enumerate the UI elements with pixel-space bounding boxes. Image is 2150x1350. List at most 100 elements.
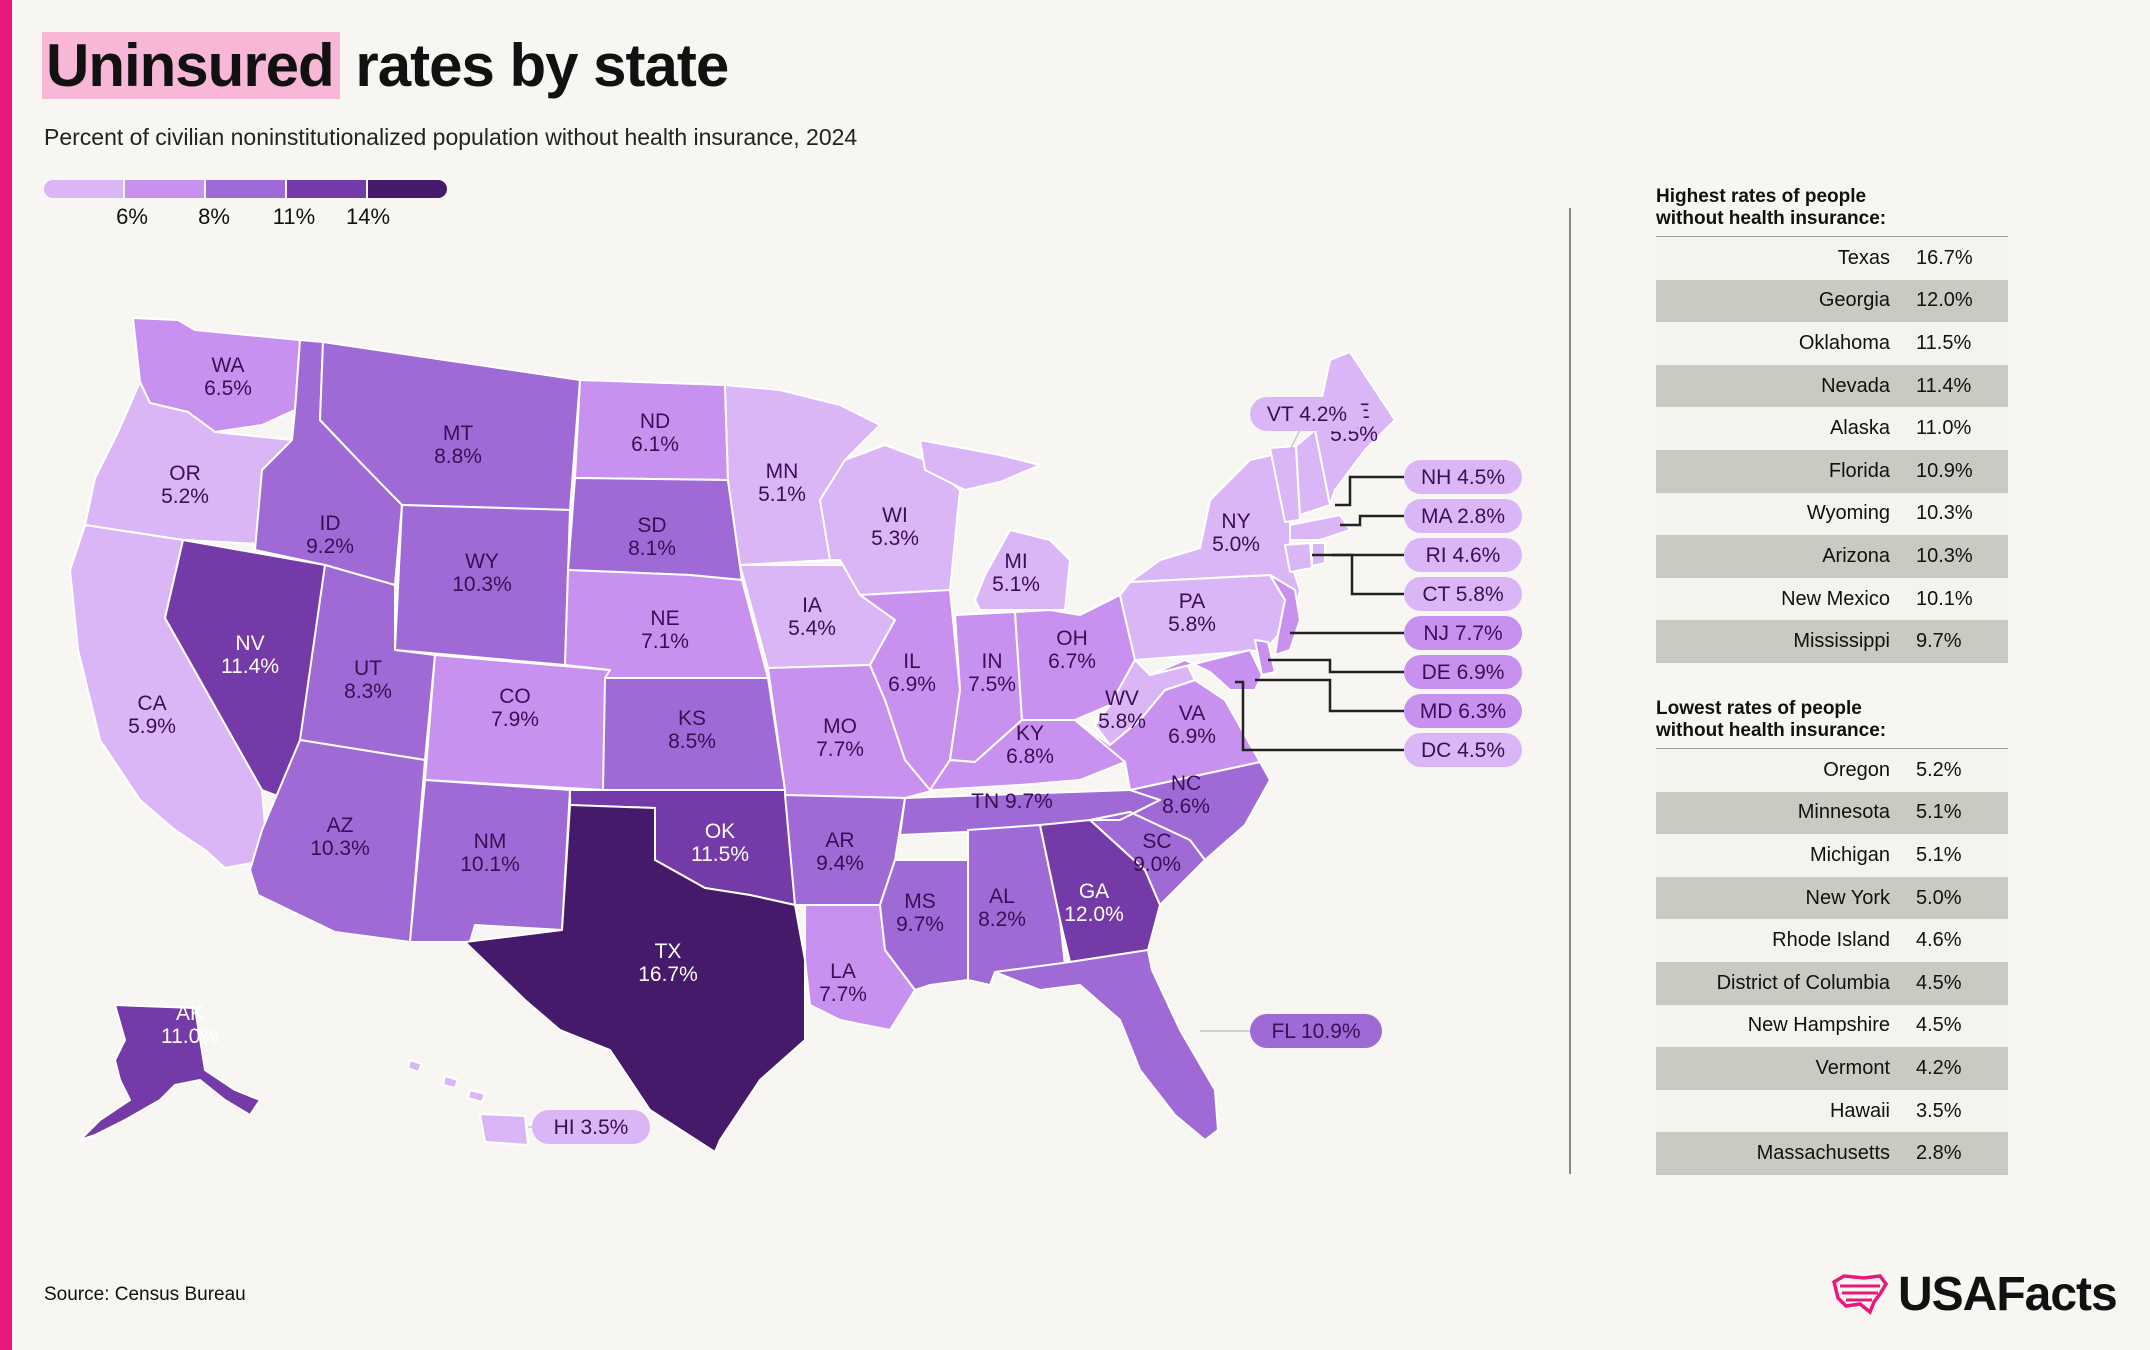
legend-tick: 6% xyxy=(116,204,148,229)
table-row: New Mexico 10.1% xyxy=(1656,577,2008,621)
legend-tick: 8% xyxy=(198,204,230,229)
state-value: 9.4% xyxy=(816,852,864,875)
table-row: Minnesota 5.1% xyxy=(1656,791,2008,835)
state-abbr: AK xyxy=(176,1002,204,1025)
row-rate-value: 5.2% xyxy=(1916,758,1962,781)
state-label-ms: MS 9.7% xyxy=(896,890,944,936)
state-shape-fl[interactable] xyxy=(994,949,1219,1141)
state-value: 16.7% xyxy=(638,963,698,986)
state-shape-nj[interactable] xyxy=(1269,574,1301,656)
legend-swatches xyxy=(44,180,447,198)
row-state-name: Arizona xyxy=(1822,544,1890,567)
accent-bar xyxy=(0,0,12,1350)
state-label-mn: MN 5.1% xyxy=(758,460,806,506)
lowest-table-title: Lowest rates of people without health in… xyxy=(1656,698,2008,749)
state-shape-tx[interactable] xyxy=(464,804,806,1153)
state-abbr: SD xyxy=(637,514,666,537)
state-abbr: WY xyxy=(465,550,499,573)
state-value: 5.4% xyxy=(788,617,836,640)
state-abbr: TX xyxy=(655,940,682,963)
table-row: Michigan 5.1% xyxy=(1656,834,2008,877)
state-callout-text: DE 6.9% xyxy=(1422,661,1505,684)
state-value: 7.7% xyxy=(819,983,867,1006)
state-abbr: AL xyxy=(989,885,1015,908)
state-label-ok: OK 11.5% xyxy=(691,820,749,866)
state-value: 6.7% xyxy=(1048,650,1096,673)
table-row: Arizona 10.3% xyxy=(1656,535,2008,578)
state-value: 7.1% xyxy=(641,630,689,653)
state-label-az: AZ 10.3% xyxy=(310,814,370,860)
state-value: 6.1% xyxy=(631,433,679,456)
state-callout-hi: HI 3.5% xyxy=(532,1110,650,1144)
state-shape-de[interactable] xyxy=(1254,639,1276,676)
table-row: Mississippi 9.7% xyxy=(1656,620,2008,663)
state-shape-vt[interactable] xyxy=(1269,445,1301,523)
state-value: 11.5% xyxy=(691,843,749,866)
state-abbr: ID xyxy=(320,512,341,535)
legend-swatch xyxy=(44,180,125,198)
state-shape-mi[interactable] xyxy=(919,439,1071,611)
table-row: Georgia 12.0% xyxy=(1656,279,2008,323)
state-label-ia: IA 5.4% xyxy=(788,594,836,640)
state-label-sc: SC 9.0% xyxy=(1133,830,1181,876)
highest-rates-table: Highest rates of people without health i… xyxy=(1656,186,2008,663)
state-shape-ct[interactable] xyxy=(1284,542,1313,573)
state-callout-dc: DC 4.5% xyxy=(1404,733,1522,767)
state-abbr: MO xyxy=(823,715,857,738)
state-shape-nh[interactable] xyxy=(1295,429,1331,516)
row-state-name: New Hampshire xyxy=(1747,1014,1890,1037)
state-label-or: OR 5.2% xyxy=(161,462,209,508)
legend-swatch xyxy=(125,180,206,198)
state-value: 11.0% xyxy=(161,1025,219,1048)
state-abbr: NY xyxy=(1221,510,1250,533)
table-title-line: without health insurance: xyxy=(1656,208,1887,229)
row-rate-value: 16.7% xyxy=(1916,246,1973,269)
leader-line-md xyxy=(1255,678,1404,713)
state-shape-nc[interactable] xyxy=(1089,761,1271,861)
title-highlight: Uninsured xyxy=(42,32,340,99)
state-value: 9.2% xyxy=(306,535,354,558)
state-callout-ri: RI 4.6% xyxy=(1404,538,1522,572)
state-shape-hi[interactable] xyxy=(407,1059,529,1146)
state-shape-il[interactable] xyxy=(859,589,961,791)
state-label-wy: WY 10.3% xyxy=(452,550,512,596)
state-value: 12.0% xyxy=(1064,903,1124,926)
row-rate-value: 10.1% xyxy=(1916,587,1973,610)
table-rows: Texas 16.7% Georgia 12.0% Oklahoma 11.5% Nevad… xyxy=(1656,237,2008,663)
lowest-rates-table: Lowest rates of people without health in… xyxy=(1656,698,2008,1175)
state-abbr: NM xyxy=(474,830,507,853)
row-state-name: Rhode Island xyxy=(1772,929,1890,952)
state-value: 10.1% xyxy=(460,853,520,876)
row-state-name: Florida xyxy=(1828,459,1890,482)
state-shape-wv[interactable] xyxy=(1094,659,1196,746)
state-callout-text: HI 3.5% xyxy=(554,1116,629,1139)
row-state-name: Alaska xyxy=(1829,417,1890,440)
legend-swatch xyxy=(368,180,447,198)
table-row: Massachusetts 2.8% xyxy=(1656,1132,2008,1175)
state-callout-text: VT 4.2% xyxy=(1267,403,1347,426)
row-state-name: Oklahoma xyxy=(1798,331,1890,354)
state-label-id: ID 9.2% xyxy=(306,512,354,558)
state-value: 8.3% xyxy=(344,680,392,703)
state-shape-ak[interactable] xyxy=(79,1004,261,1141)
divider xyxy=(1569,208,1571,1174)
row-rate-value: 4.2% xyxy=(1916,1056,1962,1079)
usafacts-logo[interactable]: USAFacts xyxy=(1830,1264,2118,1324)
state-label-ca: CA 5.9% xyxy=(128,692,176,738)
state-shape-az[interactable] xyxy=(249,739,426,943)
state-abbr: LA xyxy=(830,960,856,983)
row-rate-value: 4.6% xyxy=(1916,929,1962,952)
row-rate-value: 4.5% xyxy=(1916,971,1962,994)
state-abbr: AZ xyxy=(327,814,354,837)
state-value: 5.1% xyxy=(758,483,806,506)
row-state-name: Michigan xyxy=(1809,843,1890,866)
state-shape-ma[interactable] xyxy=(1289,514,1351,541)
state-abbr: CO xyxy=(499,685,531,708)
state-callout-text: FL 10.9% xyxy=(1271,1020,1360,1043)
state-label-ar: AR 9.4% xyxy=(816,829,864,875)
row-state-name: Minnesota xyxy=(1797,801,1890,824)
row-rate-value: 5.1% xyxy=(1916,843,1962,866)
state-callout-vt: VT 4.2% xyxy=(1250,397,1364,431)
legend-tick: 14% xyxy=(345,204,391,229)
state-value: 8.8% xyxy=(434,445,482,468)
